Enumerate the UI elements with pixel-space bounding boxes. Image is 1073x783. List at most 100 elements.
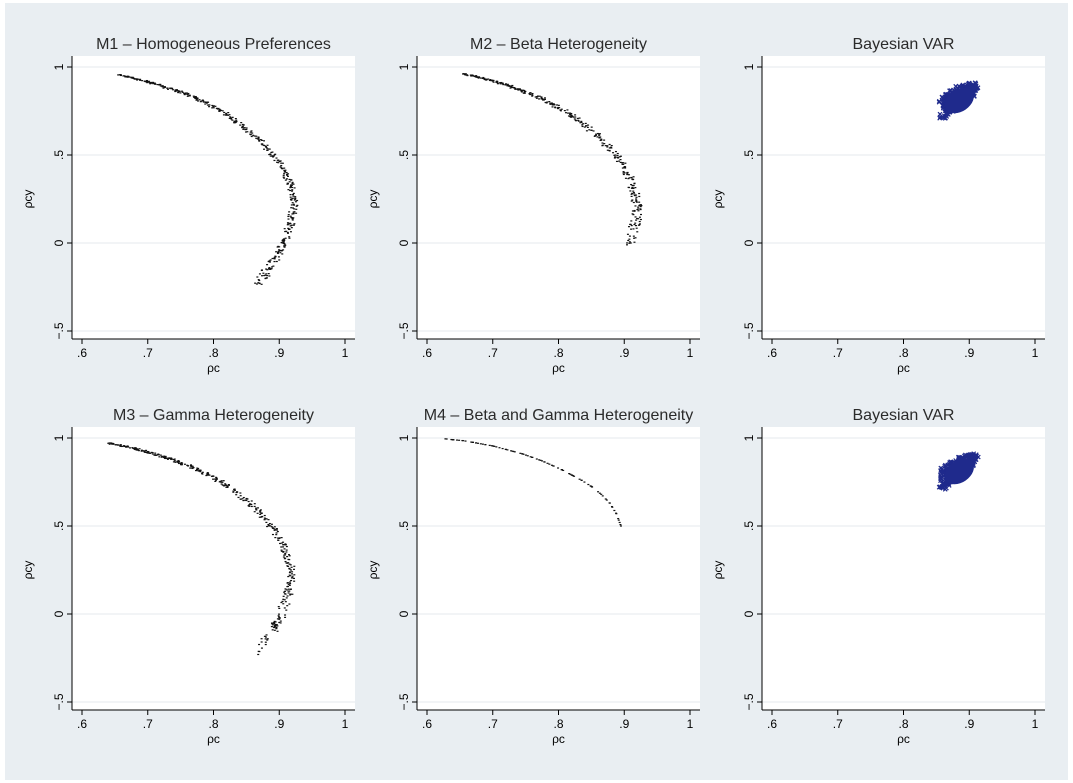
data-point [633,194,636,197]
data-point [283,246,286,248]
data-point [272,624,275,626]
data-point [282,241,285,244]
data-point [618,156,621,158]
data-point [170,458,173,460]
data-point [137,450,140,452]
data-point [622,171,625,173]
data-point [267,272,270,275]
data-point [268,261,271,263]
data-point [606,149,609,151]
data-point [145,449,148,451]
data-point [273,526,276,528]
data-point [509,87,512,89]
data-point [286,224,289,226]
data-point [185,92,188,94]
y-tick-label: 1 [397,434,411,441]
data-point [574,114,577,116]
data-point [280,167,283,169]
data-point [284,552,287,555]
data-point [285,589,288,591]
data-point [546,462,549,464]
data-point [554,106,557,108]
data-point [146,452,149,454]
data-point [168,87,171,89]
data-point [282,603,285,605]
data-point [256,138,259,140]
y-tick-label: .5 [742,521,756,531]
data-point [282,598,285,600]
data-point [235,120,238,123]
data-point [253,135,256,137]
data-point [172,459,175,461]
data-point [277,162,280,164]
data-point [291,571,294,573]
data-point [541,460,544,462]
data-point [580,121,583,124]
data-point [283,591,286,593]
data-point [522,89,525,91]
data-point [247,505,250,507]
data-point [291,575,294,577]
data-point [267,148,270,150]
data-point [221,110,224,112]
data-point [230,117,233,119]
data-point [614,150,617,153]
data-point [220,483,223,485]
data-point [549,103,552,105]
data-point [286,555,289,558]
data-point [499,83,502,85]
data-point [177,461,180,464]
data-point [580,120,583,122]
data-point [286,173,289,175]
data-point [637,206,640,208]
data-point [939,481,945,487]
data-point [255,509,258,511]
data-point [292,577,295,580]
data-point [126,445,129,447]
data-point [622,162,625,164]
data-point [606,145,609,147]
data-point [278,160,281,163]
data-point [159,85,162,87]
data-point [635,199,638,201]
data-point [206,101,209,103]
data-point [191,467,194,470]
data-point [276,161,279,163]
data-point [570,114,573,116]
data-point [631,192,634,194]
data-point [184,92,187,94]
data-point [282,556,285,558]
data-point [481,77,484,80]
data-point [257,507,260,509]
data-point [281,162,284,164]
y-axis-label: ρcy [21,561,35,580]
data-point [544,101,547,104]
data-point [199,101,202,103]
data-point [291,184,294,186]
data-point [273,620,276,623]
data-point [260,275,263,277]
data-point [270,523,273,525]
data-point [136,79,139,81]
data-point [536,95,539,97]
data-point [148,82,151,84]
data-point [266,639,269,641]
data-point [628,241,631,243]
y-tick-label: −.5 [397,322,411,339]
data-point [289,593,292,595]
data-point [282,546,285,548]
data-point [557,467,560,469]
data-point [283,238,286,240]
chart-panel-6: −.5 0 .5 1 .6 .7 .8 .9 1 ρc ρcy Bayesian VAR [711,407,1045,746]
data-point [260,647,263,649]
data-point [628,238,631,240]
data-point [256,276,259,278]
data-point [193,96,196,98]
data-point [631,178,634,181]
data-point [280,250,283,252]
data-point [278,537,281,539]
data-point [634,222,637,224]
data-point [489,79,492,82]
data-point [289,575,292,577]
data-point [638,216,641,218]
